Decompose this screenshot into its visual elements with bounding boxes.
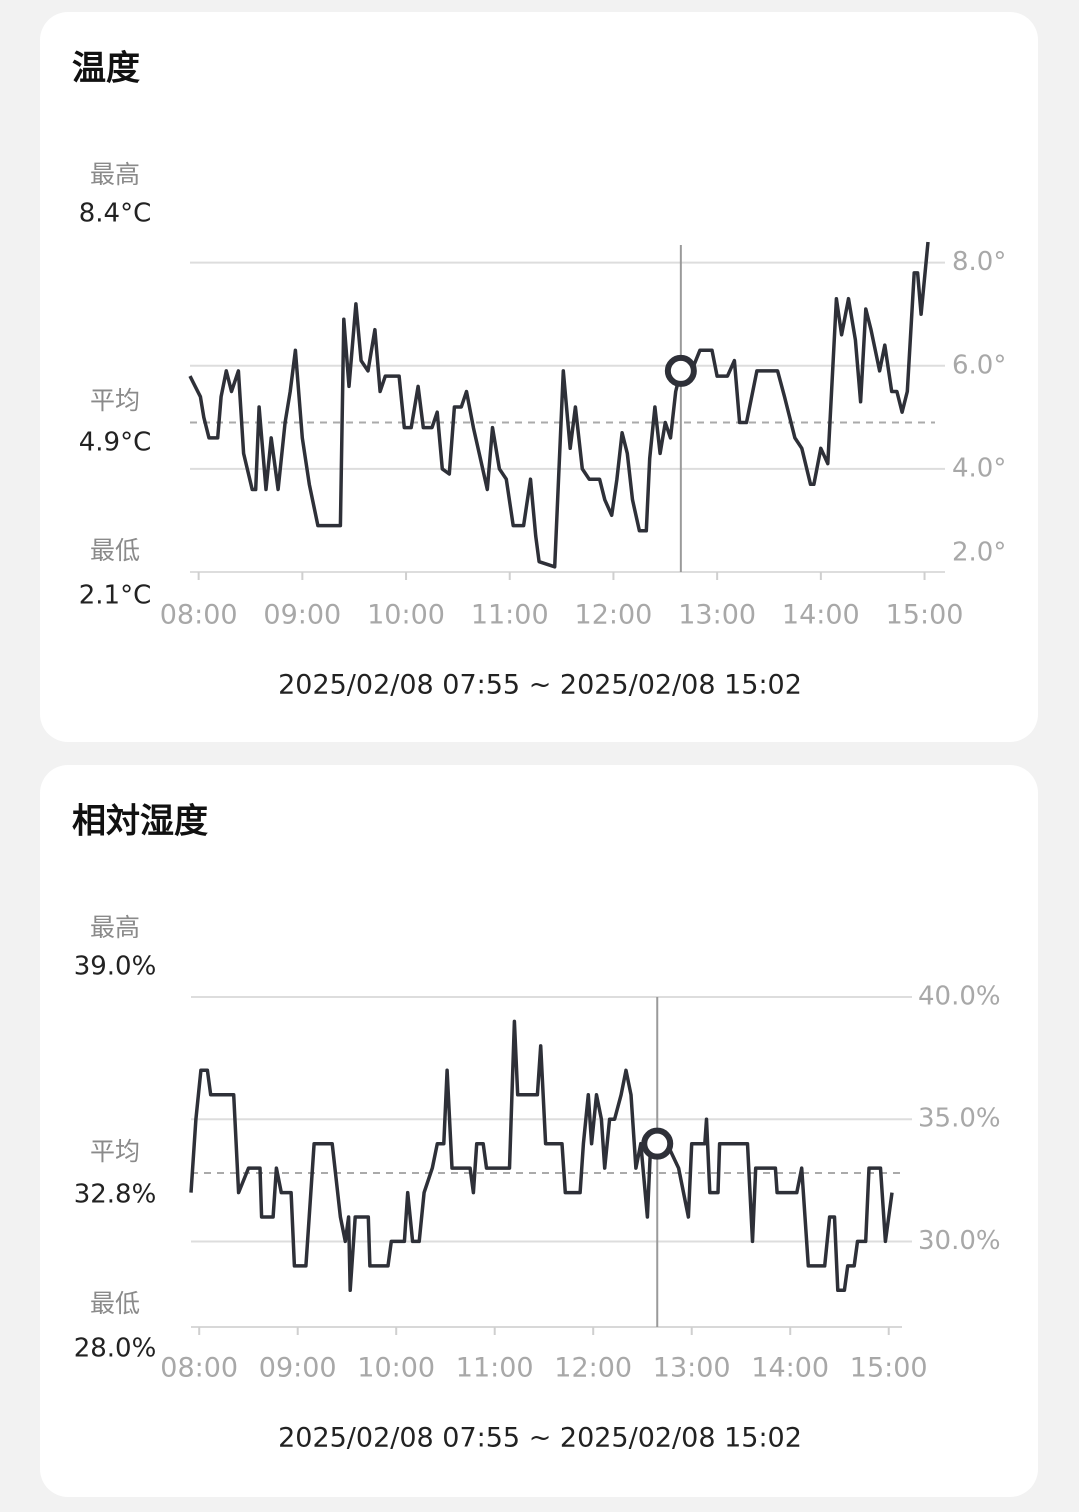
x-tick-label: 14:00 <box>782 600 860 631</box>
highlight-point <box>664 354 697 387</box>
card-title: 相対湿度 <box>72 802 208 842</box>
x-tick-label: 10:00 <box>357 1353 435 1384</box>
card-title: 温度 <box>72 49 140 89</box>
x-tick-label: 15:00 <box>886 600 964 631</box>
stat-value: 2.1°C <box>79 581 152 611</box>
stat-value: 28.0% <box>74 1334 157 1364</box>
y-tick-label: 2.0° <box>952 538 1006 568</box>
x-tick-label: 13:00 <box>653 1353 731 1384</box>
y-tick-label: 4.0° <box>952 453 1006 483</box>
stat-value: 39.0% <box>74 952 157 982</box>
x-tick-label: 12:00 <box>554 1353 632 1384</box>
y-tick-label: 30.0% <box>918 1226 1001 1256</box>
y-tick-label: 40.0% <box>918 982 1001 1012</box>
highlight-point <box>641 1127 674 1160</box>
data-line <box>189 1019 894 1293</box>
card <box>40 12 1038 742</box>
stat-label: 平均 <box>90 386 140 415</box>
y-tick-label: 6.0° <box>952 350 1006 380</box>
stat-label: 最高 <box>90 913 140 942</box>
x-tick-label: 09:00 <box>259 1353 337 1384</box>
date-range: 2025/02/08 07:55 ~ 2025/02/08 15:02 <box>278 670 802 701</box>
data-line <box>188 241 930 569</box>
card <box>40 765 1038 1497</box>
x-tick-label: 12:00 <box>575 600 653 631</box>
stat-label: 最低 <box>90 1289 140 1318</box>
x-tick-label: 11:00 <box>471 600 549 631</box>
date-range: 2025/02/08 07:55 ~ 2025/02/08 15:02 <box>278 1423 802 1454</box>
x-tick-label: 09:00 <box>263 600 341 631</box>
x-tick-label: 13:00 <box>678 600 756 631</box>
x-tick-label: 08:00 <box>160 1353 238 1384</box>
x-tick-label: 11:00 <box>456 1353 534 1384</box>
stat-value: 8.4°C <box>79 199 152 229</box>
y-tick-label: 35.0% <box>918 1104 1001 1134</box>
stat-label: 平均 <box>90 1137 140 1166</box>
x-tick-label: 15:00 <box>850 1353 928 1384</box>
x-tick-label: 08:00 <box>160 600 238 631</box>
stat-label: 最低 <box>90 536 140 565</box>
stat-value: 4.9°C <box>79 428 152 458</box>
y-tick-label: 8.0° <box>952 247 1006 277</box>
stat-value: 32.8% <box>74 1180 157 1210</box>
x-tick-label: 14:00 <box>751 1353 829 1384</box>
stat-label: 最高 <box>90 160 140 189</box>
x-tick-label: 10:00 <box>367 600 445 631</box>
